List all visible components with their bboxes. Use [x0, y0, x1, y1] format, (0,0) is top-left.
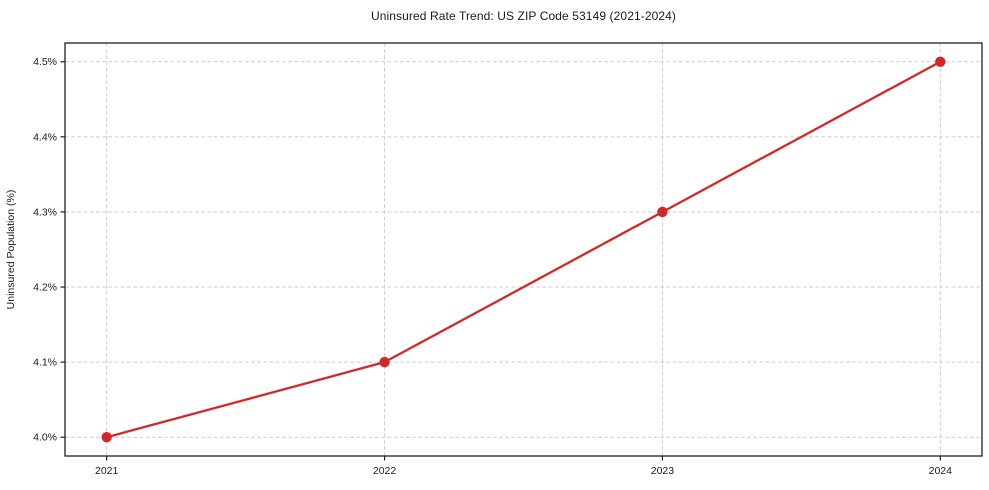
x-tick-label: 2023 — [651, 465, 675, 477]
x-tick-label: 2021 — [95, 465, 119, 477]
chart-title: Uninsured Rate Trend: US ZIP Code 53149 … — [370, 9, 677, 23]
x-tick-label: 2024 — [929, 465, 953, 477]
plot-border — [64, 42, 983, 457]
y-tick-label: 4.1% — [33, 357, 57, 369]
y-tick-label: 4.4% — [33, 131, 57, 143]
data-point-marker — [935, 56, 946, 67]
y-tick-label: 4.0% — [33, 432, 57, 444]
y-tick-label: 4.2% — [33, 282, 57, 294]
y-tick-label: 4.3% — [33, 206, 57, 218]
y-tick-label: 4.5% — [33, 56, 57, 68]
data-point-marker — [379, 356, 390, 368]
data-point-marker — [657, 206, 668, 218]
data-point-marker — [101, 432, 112, 443]
x-tick-label: 2022 — [373, 465, 397, 477]
trend-line — [105, 60, 942, 439]
y-axis-label: Uninsured Population (%) — [5, 190, 17, 310]
